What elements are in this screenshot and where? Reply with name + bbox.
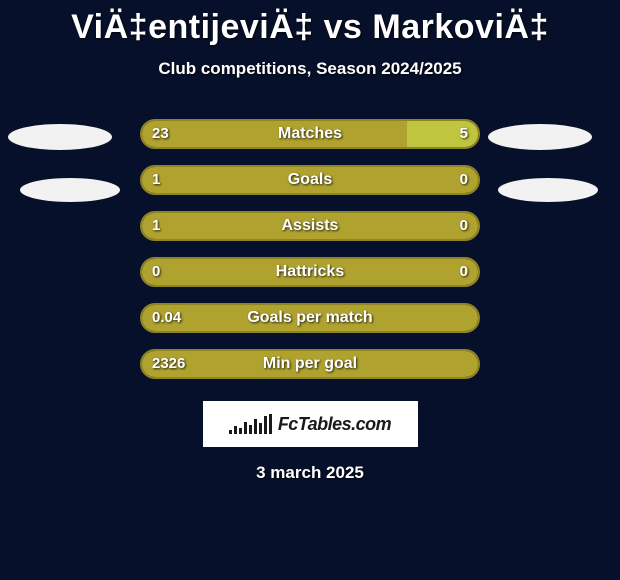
stat-bar-left (142, 167, 478, 193)
stat-bar-track (140, 119, 480, 149)
brand-logo-bars-icon (229, 414, 272, 434)
stat-value-right: 0 (460, 165, 468, 195)
stat-row: 10Goals (0, 165, 620, 195)
stat-value-left: 1 (152, 165, 160, 195)
stat-value-right: 0 (460, 257, 468, 287)
stat-bar-left (142, 259, 478, 285)
stat-value-left: 0.04 (152, 303, 181, 333)
stat-value-left: 23 (152, 119, 169, 149)
stat-value-right: 0 (460, 211, 468, 241)
comparison-title: ViÄ‡entijeviÄ‡ vs MarkoviÄ‡ (0, 0, 620, 47)
brand-logo[interactable]: FcTables.com (203, 401, 418, 447)
stat-bar-track (140, 257, 480, 287)
stat-rows: 235Matches10Goals10Assists00Hattricks0.0… (0, 119, 620, 379)
stat-value-right: 5 (460, 119, 468, 149)
stat-bar-track (140, 303, 480, 333)
stat-row: 235Matches (0, 119, 620, 149)
stat-row: 2326Min per goal (0, 349, 620, 379)
comparison-date: 3 march 2025 (0, 463, 620, 483)
brand-logo-wrap: FcTables.com (0, 401, 620, 447)
brand-logo-text: FcTables.com (278, 414, 391, 435)
stat-value-left: 1 (152, 211, 160, 241)
stat-value-left: 2326 (152, 349, 185, 379)
stat-row: 00Hattricks (0, 257, 620, 287)
stat-bar-left (142, 121, 407, 147)
stat-bar-track (140, 349, 480, 379)
comparison-subtitle: Club competitions, Season 2024/2025 (0, 59, 620, 79)
stat-bar-track (140, 211, 480, 241)
stat-bar-left (142, 305, 478, 331)
stat-bar-left (142, 351, 478, 377)
stat-bar-left (142, 213, 478, 239)
stat-row: 0.04Goals per match (0, 303, 620, 333)
stat-value-left: 0 (152, 257, 160, 287)
stat-row: 10Assists (0, 211, 620, 241)
stat-bar-track (140, 165, 480, 195)
